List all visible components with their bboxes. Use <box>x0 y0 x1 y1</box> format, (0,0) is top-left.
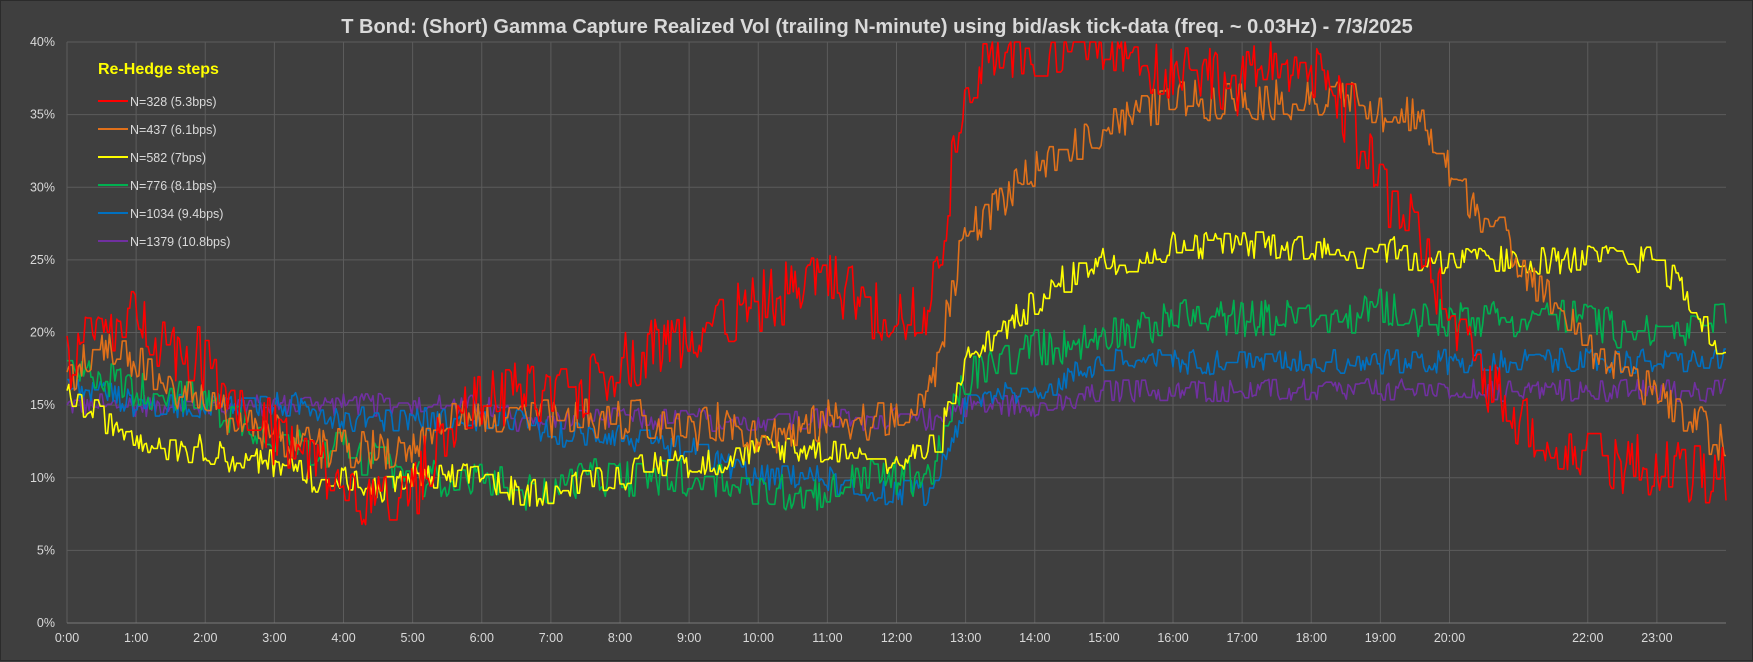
x-tick-label: 3:00 <box>262 631 286 645</box>
x-tick-label: 18:00 <box>1296 631 1327 645</box>
series-lines <box>66 41 1727 526</box>
x-tick-label: 1:00 <box>124 631 148 645</box>
x-tick-label: 9:00 <box>677 631 701 645</box>
chart-title: T Bond: (Short) Gamma Capture Realized V… <box>341 16 1412 38</box>
gridlines <box>66 41 1726 624</box>
y-tick-label: 40% <box>30 35 55 49</box>
x-tick-label: 17:00 <box>1226 631 1257 645</box>
y-tick-label: 35% <box>30 108 55 122</box>
x-tick-label: 12:00 <box>881 631 912 645</box>
x-tick-label: 14:00 <box>1019 631 1050 645</box>
legend-label: N=328 (5.3bps) <box>130 95 217 109</box>
x-tick-label: 23:00 <box>1641 631 1672 645</box>
y-tick-label: 30% <box>30 180 55 194</box>
series-line <box>66 41 1727 526</box>
x-tick-label: 8:00 <box>608 631 632 645</box>
legend-label: N=1034 (9.4bps) <box>130 207 223 221</box>
x-tick-label: 0:00 <box>55 631 79 645</box>
y-tick-label: 0% <box>37 616 55 630</box>
y-axis-tick-labels: 0% 5% 10% 15% 20% 25% 30% 35% 40% <box>30 35 55 630</box>
legend-label: N=582 (7bps) <box>130 151 206 165</box>
legend: Re-Hedge steps N=328 (5.3bps) N=437 (6.1b… <box>98 61 230 249</box>
series-line <box>67 288 1727 511</box>
x-tick-label: 19:00 <box>1365 631 1396 645</box>
x-tick-label: 22:00 <box>1572 631 1603 645</box>
x-tick-label: 5:00 <box>400 631 424 645</box>
x-axis-tick-labels: 0:00 1:00 2:00 3:00 4:00 5:00 6:00 7:00 8:00 9:00… <box>55 631 1673 645</box>
legend-label: N=776 (8.1bps) <box>130 179 217 193</box>
x-tick-label: 13:00 <box>950 631 981 645</box>
y-tick-label: 20% <box>30 326 55 340</box>
legend-label: N=437 (6.1bps) <box>130 123 217 137</box>
y-tick-label: 25% <box>30 253 55 267</box>
legend-title: Re-Hedge steps <box>98 61 219 78</box>
x-tick-label: 11:00 <box>812 631 842 645</box>
x-tick-label: 7:00 <box>539 631 563 645</box>
x-tick-label: 20:00 <box>1434 631 1465 645</box>
x-tick-label: 4:00 <box>331 631 355 645</box>
legend-label: N=1379 (10.8bps) <box>130 235 230 249</box>
y-tick-label: 5% <box>37 543 55 557</box>
x-tick-label: 2:00 <box>193 631 217 645</box>
series-line <box>66 79 1726 470</box>
x-tick-label: 10:00 <box>743 631 774 645</box>
series-line <box>66 231 1727 507</box>
x-tick-label: 15:00 <box>1088 631 1119 645</box>
y-tick-label: 10% <box>30 471 55 485</box>
x-tick-label: 6:00 <box>470 631 494 645</box>
x-tick-label: 16:00 <box>1157 631 1188 645</box>
y-tick-label: 15% <box>30 398 55 412</box>
